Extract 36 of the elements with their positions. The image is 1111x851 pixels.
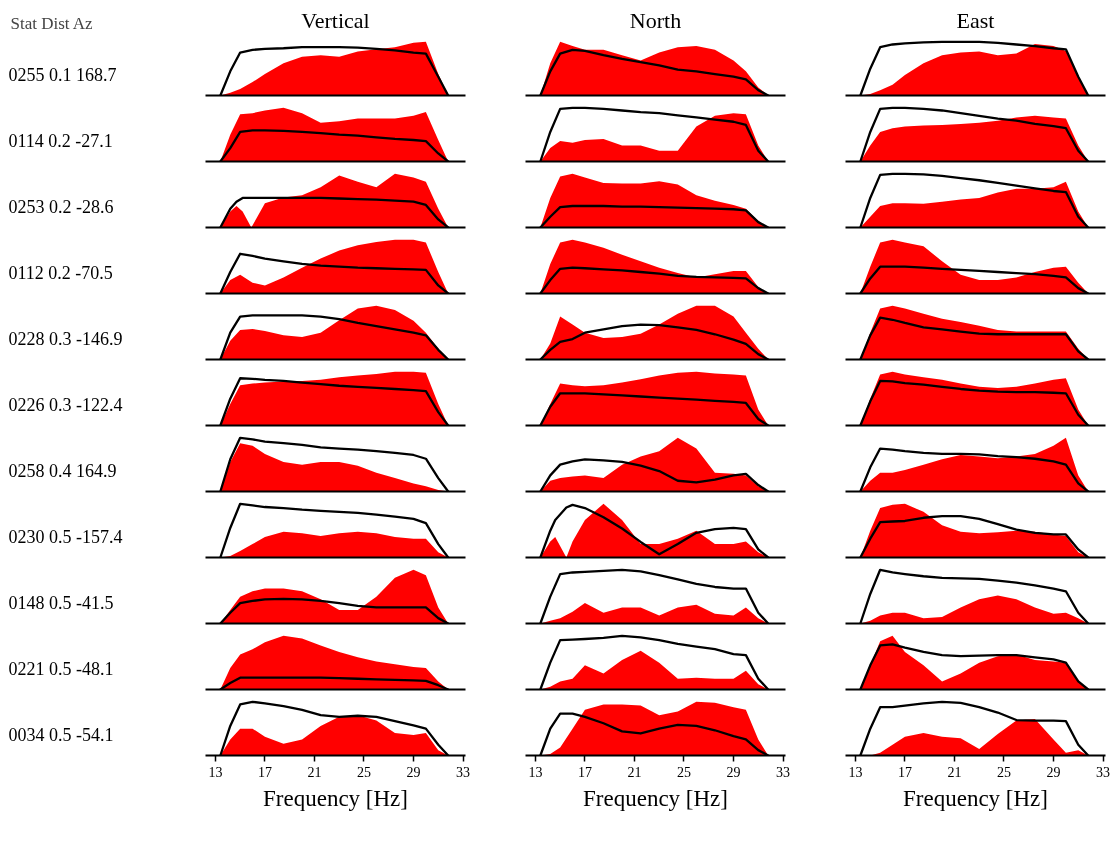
y-axis-title: 0258 0.4 164.9 [8,461,117,482]
x-axis-title: Frequency [Hz] [583,785,728,811]
x-tick-label: 17 [897,764,912,780]
x-tick-label: 21 [947,764,962,780]
x-tick-label: 33 [776,764,791,780]
text: Stat Dist Az [10,13,94,33]
chart-title: Vertical [301,7,370,33]
y-axis-title: 0148 0.5 -41.5 [8,593,114,614]
y-axis-title: 0255 0.1 168.7 [8,65,117,86]
x-tick-label: 29 [1046,764,1061,780]
y-axis-title: 0228 0.3 -146.9 [8,329,123,350]
x-tick-label: 17 [577,764,592,780]
x-tick-label: 13 [208,764,223,780]
y-axis-title: 0230 0.5 -157.4 [8,527,123,548]
x-tick-label: 13 [528,764,543,780]
y-axis-title: 0114 0.2 -27.1 [8,131,113,152]
x-tick-label: 25 [996,764,1011,780]
x-tick-label: 21 [307,764,322,780]
y-axis-title: 0226 0.3 -122.4 [8,395,123,416]
x-tick-label: 25 [676,764,691,780]
x-tick-label: 13 [848,764,863,780]
y-axis-title: 0034 0.5 -54.1 [8,725,114,746]
x-axis-title: Frequency [Hz] [263,785,408,811]
y-axis-title: 0253 0.2 -28.6 [8,197,114,218]
x-tick-label: 17 [257,764,272,780]
x-axis-title: Frequency [Hz] [903,785,1048,811]
chart-title: East [956,7,995,33]
x-tick-label: 33 [456,764,471,780]
chart-title: North [629,7,682,33]
x-tick-label: 33 [1096,764,1111,780]
y-axis-title: 0112 0.2 -70.5 [8,263,113,284]
x-tick-label: 29 [726,764,741,780]
x-tick-label: 21 [627,764,642,780]
x-tick-label: 29 [406,764,421,780]
x-tick-label: 25 [356,764,371,780]
y-axis-title: 0221 0.5 -48.1 [8,659,114,680]
